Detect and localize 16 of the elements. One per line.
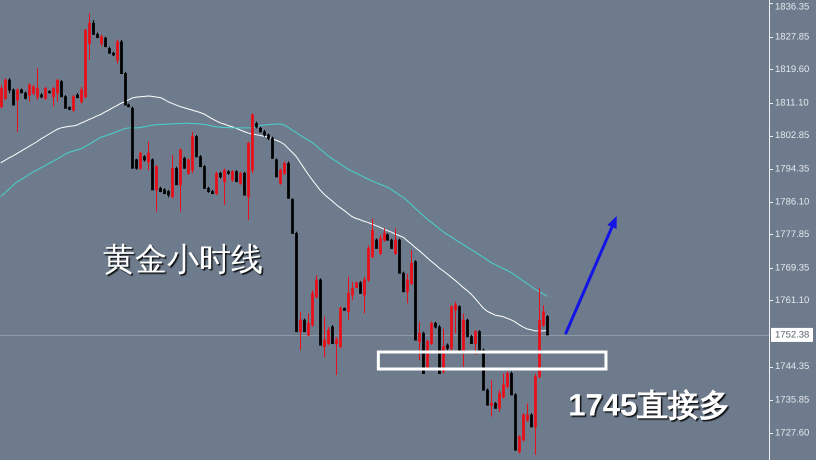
y-tick-label: 1819.60 (775, 64, 810, 75)
ref-line-label: 1752.38 (775, 329, 810, 340)
y-tick-label: 1744.35 (775, 361, 810, 372)
y-tick-label: 1802.85 (775, 130, 810, 142)
text: 1745直接多 (568, 388, 730, 422)
y-tick-label: 1769.35 (775, 262, 810, 274)
y-tick-label: 1811.10 (775, 98, 809, 109)
y-tick-label: 1786.10 (775, 196, 810, 208)
y-tick-label: 1777.85 (775, 228, 810, 240)
annotation: 黄金小时线 (103, 240, 264, 278)
y-tick-label: 1727.60 (775, 427, 810, 438)
y-tick-label: 1761.10 (775, 294, 810, 306)
y-tick-label: 1827.85 (775, 31, 810, 42)
y-tick-label: 1794.35 (775, 164, 810, 175)
y-tick-label: 1735.85 (775, 394, 810, 406)
y-tick-label: 1836.35 (775, 2, 810, 12)
